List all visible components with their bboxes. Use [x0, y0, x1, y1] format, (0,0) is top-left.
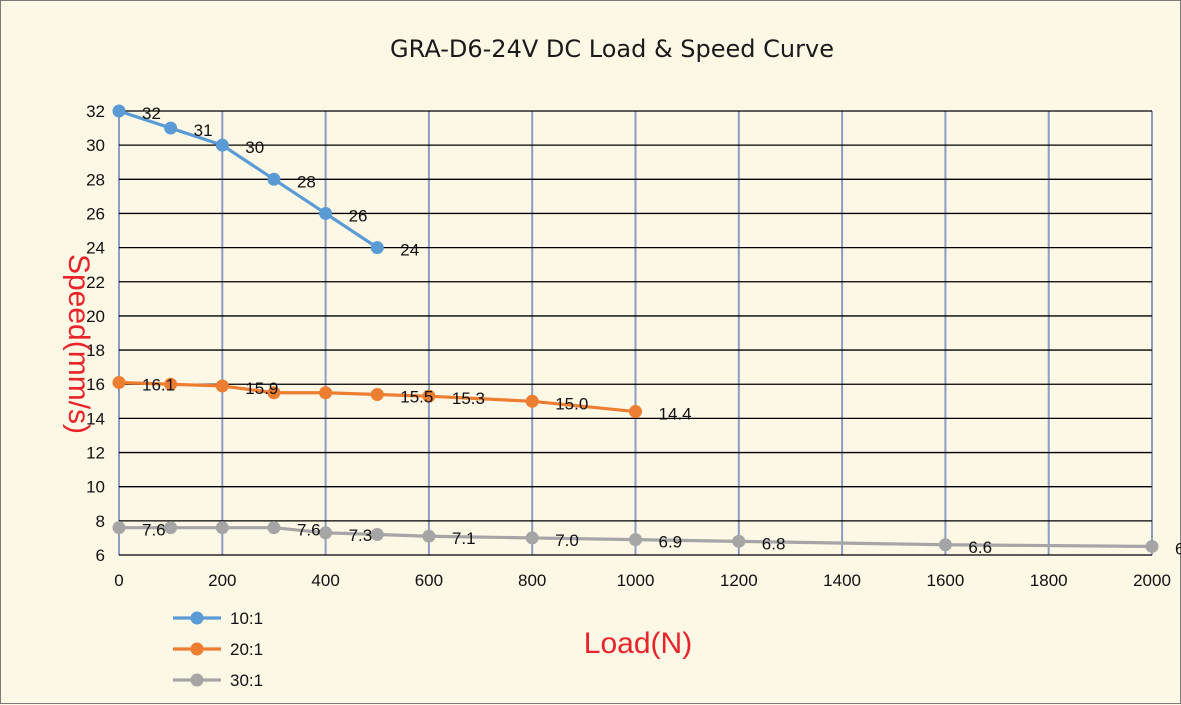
data-label: 7.1 — [452, 529, 476, 548]
x-tick-label: 1000 — [617, 571, 655, 590]
data-point — [525, 394, 539, 408]
data-point — [215, 521, 229, 535]
y-axis-label: Speed(mm/s) — [62, 254, 95, 434]
x-tick-label: 1600 — [926, 571, 964, 590]
data-label: 26 — [349, 206, 368, 225]
legend-marker — [190, 642, 204, 656]
x-tick-label: 0 — [114, 571, 123, 590]
data-point — [732, 534, 746, 548]
x-tick-label: 1800 — [1030, 571, 1068, 590]
series-layer — [112, 104, 1159, 553]
data-point — [215, 379, 229, 393]
y-tick-label: 24 — [86, 239, 105, 258]
data-label: 28 — [297, 172, 316, 191]
x-tick-label: 2000 — [1133, 571, 1171, 590]
y-tick-label: 16 — [86, 375, 105, 394]
data-point — [1145, 539, 1159, 553]
data-point — [370, 387, 384, 401]
data-point — [370, 528, 384, 542]
y-tick-label: 14 — [86, 409, 105, 428]
x-tick-label: 200 — [208, 571, 236, 590]
data-point — [422, 529, 436, 543]
data-point — [629, 533, 642, 547]
data-label: 6.6 — [968, 538, 992, 557]
y-tick-label: 12 — [86, 444, 105, 463]
data-label: 6.9 — [659, 533, 683, 552]
legend-label: 10:1 — [230, 609, 263, 628]
data-label: 15.9 — [245, 379, 278, 398]
data-label: 16.1 — [142, 376, 175, 395]
legend-label: 20:1 — [230, 640, 263, 659]
x-tick-label: 400 — [311, 571, 339, 590]
data-label: 7.6 — [142, 521, 166, 540]
data-point — [267, 386, 281, 400]
data-point — [370, 241, 384, 255]
legend-marker — [190, 611, 204, 625]
y-tick-label: 8 — [96, 512, 105, 531]
data-label: 14.4 — [659, 405, 692, 424]
data-label: 31 — [194, 121, 213, 140]
legend-marker — [190, 673, 204, 687]
data-label: 7.3 — [349, 526, 373, 545]
x-tick-label: 600 — [415, 571, 443, 590]
x-tick-label: 1400 — [823, 571, 861, 590]
legend: 10:1 20:1 30:1 — [173, 609, 263, 690]
y-tick-label: 18 — [86, 341, 105, 360]
x-tick-label: 800 — [518, 571, 546, 590]
data-point — [164, 377, 178, 391]
data-label: 6.8 — [762, 534, 786, 553]
data-point — [319, 386, 333, 400]
data-label: 7.6 — [297, 521, 321, 540]
data-point — [164, 521, 178, 535]
y-tick-label: 26 — [86, 204, 105, 223]
data-point — [319, 206, 333, 220]
data-label: 6.5 — [1175, 539, 1181, 558]
legend-label: 30:1 — [230, 671, 263, 690]
data-label: 15.5 — [400, 387, 433, 406]
data-point — [319, 526, 333, 540]
data-point — [525, 531, 539, 545]
chart-title: GRA-D6-24V DC Load & Speed Curve — [390, 35, 834, 63]
data-point — [112, 521, 126, 535]
y-tick-label: 6 — [96, 546, 105, 565]
data-label: 7.0 — [555, 531, 579, 550]
y-tick-label: 20 — [86, 307, 105, 326]
data-point — [422, 389, 436, 403]
data-point — [215, 138, 229, 152]
data-point — [112, 376, 126, 390]
x-axis-label: Load(N) — [584, 627, 692, 660]
data-point — [267, 521, 281, 535]
x-tick-label: 1200 — [720, 571, 758, 590]
y-tick-label: 10 — [86, 478, 105, 497]
data-label: 32 — [142, 104, 161, 123]
series-line-30-1 — [119, 526, 1153, 549]
data-label: 30 — [245, 138, 264, 157]
data-label: 15.0 — [555, 394, 588, 413]
data-label: 15.3 — [452, 389, 485, 408]
data-point — [164, 121, 178, 135]
x-axis-ticks: 0 200 400 600 800 1000 1200 1400 1600 1800 2000 — [114, 571, 1171, 590]
y-tick-label: 30 — [86, 136, 105, 155]
data-point — [267, 172, 281, 186]
y-axis-ticks: 6 8 10 12 14 16 18 20 22 24 26 28 30 32 — [86, 102, 105, 565]
grid — [118, 110, 1153, 556]
y-tick-label: 28 — [86, 170, 105, 189]
data-label: 24 — [400, 241, 419, 260]
data-labels: 32 31 30 28 26 24 16.1 15.9 15.5 15.3 15.0 14.4 7.6 7… — [142, 104, 1181, 558]
data-point — [629, 405, 642, 419]
data-point — [938, 538, 952, 552]
y-tick-label: 22 — [86, 273, 105, 292]
data-point — [112, 104, 126, 118]
series-line-10-1 — [118, 109, 379, 249]
y-tick-label: 32 — [86, 102, 105, 121]
